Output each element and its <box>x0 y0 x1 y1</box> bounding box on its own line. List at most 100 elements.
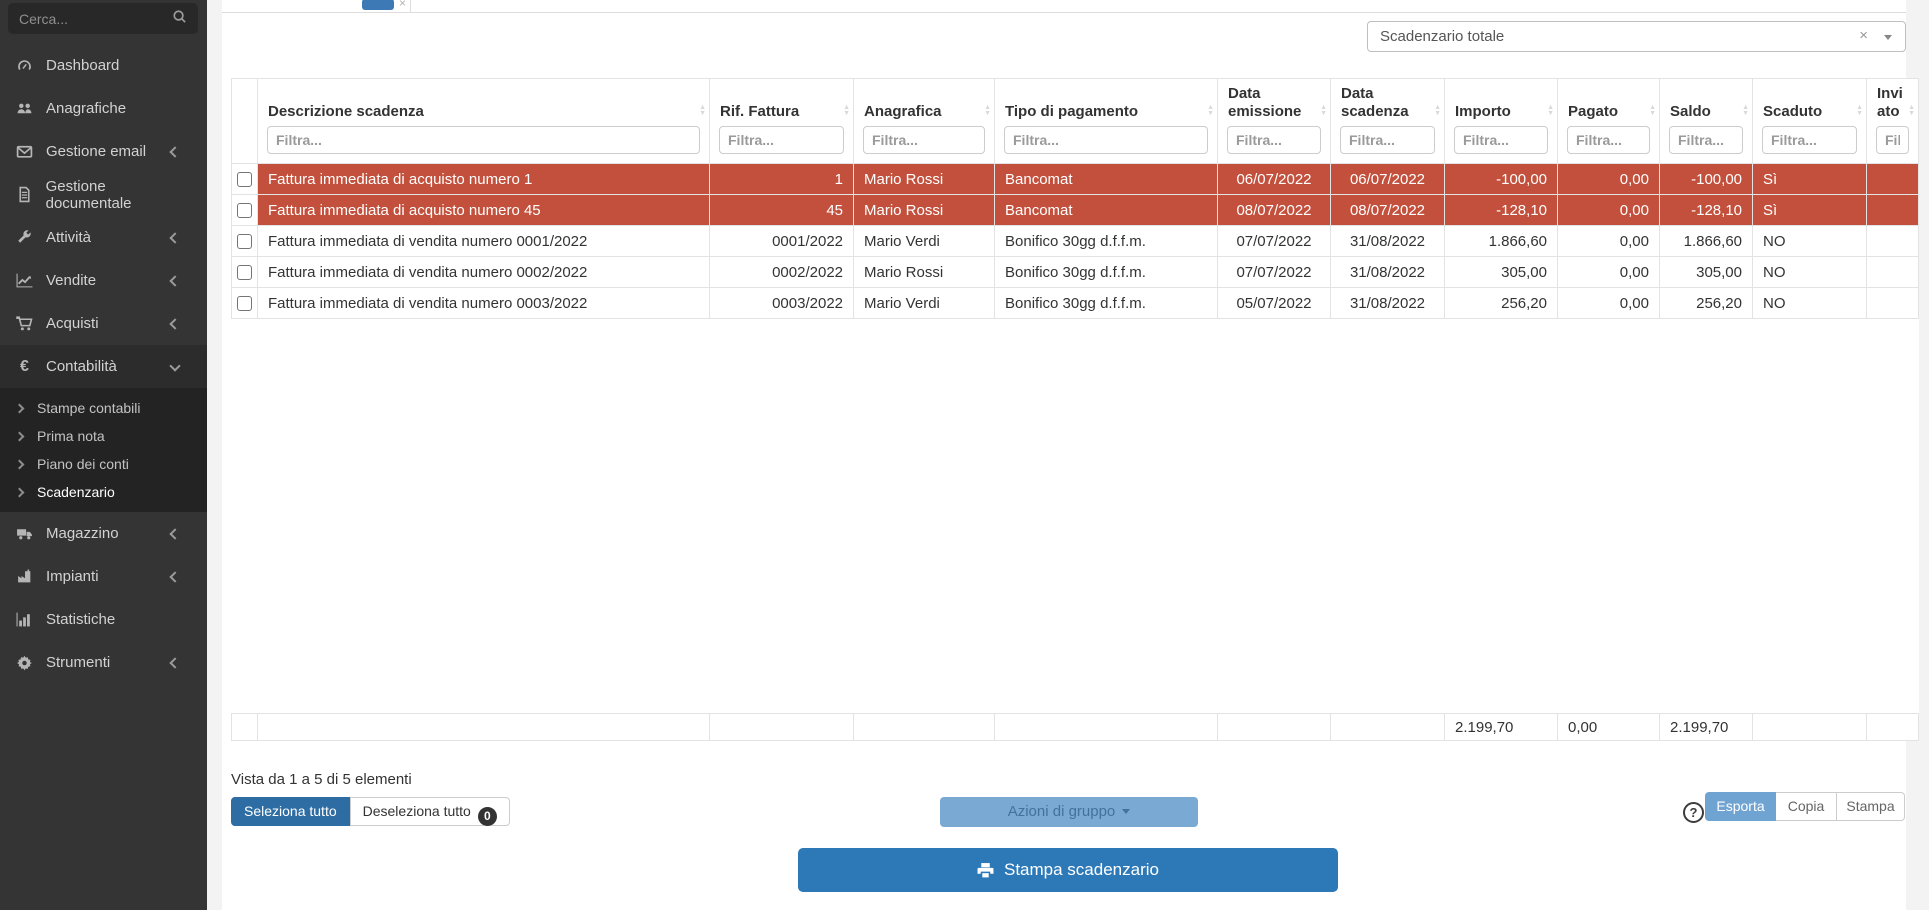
total-empty-cell <box>1217 713 1331 741</box>
sort-icon[interactable]: ▲ ▼ <box>843 104 850 117</box>
filter-input-emissione[interactable] <box>1227 126 1321 154</box>
cell-anagrafica: Mario Verdi <box>853 225 995 257</box>
column-header-scaduto[interactable]: Scaduto ▲ ▼ <box>1752 78 1867 164</box>
cell-emissione: 06/07/2022 <box>1217 163 1331 195</box>
row-checkbox[interactable] <box>237 295 252 311</box>
total-importo: 2.199,70 <box>1444 713 1558 741</box>
cell-inviato <box>1866 163 1919 195</box>
cell-saldo: -128,10 <box>1659 194 1753 226</box>
table-row[interactable]: Fattura immediata di vendita numero 0003… <box>231 287 1919 319</box>
help-icon[interactable]: ? <box>1683 802 1704 823</box>
table-empty-space <box>231 318 1919 714</box>
filter-input-scadenza[interactable] <box>1340 126 1435 154</box>
row-checkbox[interactable] <box>237 264 252 280</box>
sort-icon[interactable]: ▲ ▼ <box>1434 104 1441 117</box>
print-schedule-button[interactable]: Stampa scadenzario <box>798 848 1338 892</box>
sort-icon[interactable]: ▲ ▼ <box>1207 104 1214 117</box>
copy-button[interactable]: Copia <box>1776 792 1837 821</box>
column-header-descrizione[interactable]: Descrizione scadenza ▲ ▼ <box>257 78 710 164</box>
sort-icon[interactable]: ▲ ▼ <box>1908 104 1915 117</box>
cell-emissione: 07/07/2022 <box>1217 256 1331 288</box>
filter-input-pagato[interactable] <box>1567 126 1650 154</box>
search-input[interactable] <box>8 3 198 34</box>
sort-icon[interactable]: ▲ ▼ <box>699 104 706 117</box>
filter-input-tipo[interactable] <box>1004 126 1208 154</box>
export-button[interactable]: Esporta <box>1705 792 1776 821</box>
sidebar-item-acquisti[interactable]: Acquisti <box>0 302 207 345</box>
print-button[interactable]: Stampa <box>1837 792 1905 821</box>
filter-input-inviato[interactable] <box>1876 126 1909 154</box>
cell-descrizione: Fattura immediata di vendita numero 0003… <box>257 287 710 319</box>
row-checkbox[interactable] <box>237 171 252 187</box>
total-empty-cell <box>709 713 854 741</box>
filter-input-descrizione[interactable] <box>267 126 700 154</box>
clear-icon[interactable]: × <box>1859 27 1868 44</box>
cell-scadenza: 06/07/2022 <box>1330 163 1445 195</box>
total-empty-cell <box>1330 713 1445 741</box>
chevron-down-icon[interactable] <box>1884 35 1892 40</box>
filter-input-saldo[interactable] <box>1669 126 1743 154</box>
tab-close-icon[interactable]: × <box>399 0 407 10</box>
row-checkbox[interactable] <box>237 202 252 218</box>
sidebar-subitem-piano-dei-conti[interactable]: Piano dei conti <box>0 450 207 478</box>
cell-tipo: Bonifico 30gg d.f.f.m. <box>994 225 1218 257</box>
sort-icon[interactable]: ▲ ▼ <box>1742 104 1749 117</box>
filter-input-rif[interactable] <box>719 126 844 154</box>
active-tab-indicator[interactable] <box>362 0 394 10</box>
row-checkbox[interactable] <box>237 233 252 249</box>
select-all-button[interactable]: Seleziona tutto <box>231 797 350 826</box>
table-row[interactable]: Fattura immediata di acquisto numero 45 4… <box>231 194 1919 226</box>
sort-icon[interactable]: ▲ ▼ <box>1856 104 1863 117</box>
group-actions-button[interactable]: Azioni di gruppo <box>940 797 1198 827</box>
stats-icon <box>14 611 35 628</box>
sort-icon[interactable]: ▲ ▼ <box>1649 104 1656 117</box>
sidebar-subitem-prima-nota[interactable]: Prima nota <box>0 422 207 450</box>
filter-input-anagrafica[interactable] <box>863 126 985 154</box>
sidebar-subitem-scadenzario[interactable]: Scadenzario <box>0 478 207 506</box>
column-header-importo[interactable]: Importo ▲ ▼ <box>1444 78 1558 164</box>
table-row[interactable]: Fattura immediata di vendita numero 0001… <box>231 225 1919 257</box>
column-header-pagato[interactable]: Pagato ▲ ▼ <box>1557 78 1660 164</box>
column-header-rif[interactable]: Rif. Fattura ▲ ▼ <box>709 78 854 164</box>
sort-icon[interactable]: ▲ ▼ <box>1547 104 1554 117</box>
sort-icon[interactable]: ▲ ▼ <box>984 104 991 117</box>
sidebar-item-impianti[interactable]: Impianti <box>0 555 207 598</box>
cell-rif: 0002/2022 <box>709 256 854 288</box>
cell-anagrafica: Mario Rossi <box>853 194 995 226</box>
row-checkbox-cell <box>231 163 258 195</box>
cell-tipo: Bancomat <box>994 194 1218 226</box>
sidebar-item-magazzino[interactable]: Magazzino <box>0 512 207 555</box>
deselect-all-button[interactable]: Deseleziona tutto 0 <box>349 797 510 826</box>
sidebar-item-attivit-[interactable]: Attività <box>0 216 207 259</box>
column-header-scadenza[interactable]: Data scadenza ▲ ▼ <box>1330 78 1445 164</box>
column-header-anagrafica[interactable]: Anagrafica ▲ ▼ <box>853 78 995 164</box>
sidebar-item-anagrafiche[interactable]: Anagrafiche <box>0 87 207 130</box>
deselect-count-badge: 0 <box>477 807 497 826</box>
sidebar-subitem-stampe-contabili[interactable]: Stampe contabili <box>0 394 207 422</box>
sort-icon[interactable]: ▲ ▼ <box>1320 104 1327 117</box>
filter-input-scaduto[interactable] <box>1762 126 1857 154</box>
sidebar-item-statistiche[interactable]: Statistiche <box>0 598 207 641</box>
sidebar-item-gestione-email[interactable]: Gestione email <box>0 130 207 173</box>
cell-emissione: 07/07/2022 <box>1217 225 1331 257</box>
printer-icon <box>977 862 994 878</box>
filter-input-importo[interactable] <box>1454 126 1548 154</box>
sidebar-item-contabilit-[interactable]: € Contabilità <box>0 345 207 388</box>
sidebar-item-strumenti[interactable]: Strumenti <box>0 641 207 684</box>
column-header-emissione[interactable]: Data emissione ▲ ▼ <box>1217 78 1331 164</box>
cell-saldo: 256,20 <box>1659 287 1753 319</box>
cart-icon <box>14 315 35 332</box>
sidebar-item-gestione-documentale[interactable]: Gestione documentale <box>0 173 207 216</box>
table-row[interactable]: Fattura immediata di vendita numero 0002… <box>231 256 1919 288</box>
document-icon <box>14 186 35 203</box>
scadenzario-view-select[interactable]: Scadenzario totale × <box>1367 21 1906 52</box>
column-header-tipo[interactable]: Tipo di pagamento ▲ ▼ <box>994 78 1218 164</box>
cell-tipo: Bonifico 30gg d.f.f.m. <box>994 287 1218 319</box>
column-header-saldo[interactable]: Saldo ▲ ▼ <box>1659 78 1753 164</box>
cell-scadenza: 31/08/2022 <box>1330 287 1445 319</box>
column-header-inviato[interactable]: Inviato ▲ ▼ <box>1866 78 1919 164</box>
sidebar-item-dashboard[interactable]: Dashboard <box>0 44 207 87</box>
sidebar-item-vendite[interactable]: Vendite <box>0 259 207 302</box>
